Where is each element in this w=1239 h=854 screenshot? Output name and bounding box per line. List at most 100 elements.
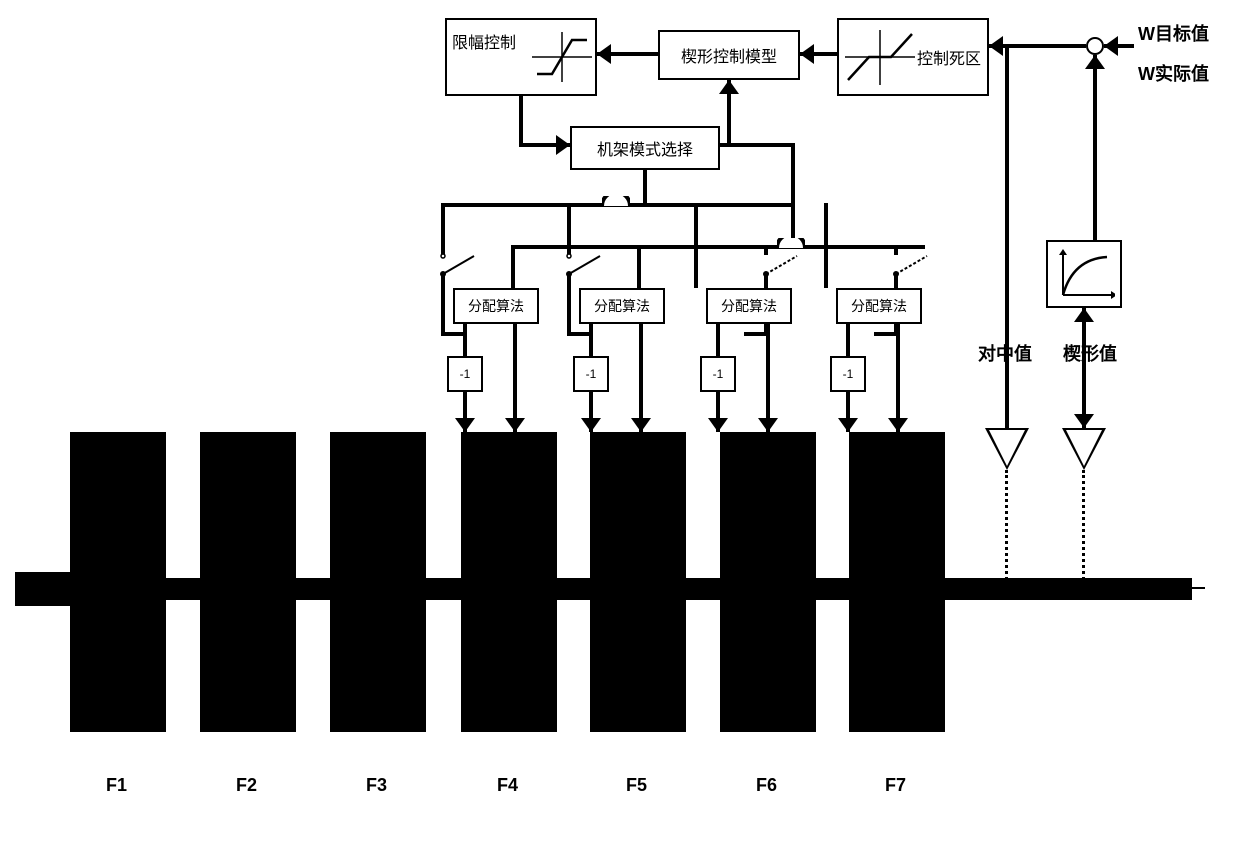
neg-one-box-2: -1: [700, 356, 736, 392]
strip-exit-line: [945, 587, 1205, 589]
mill-label-f6: F6: [756, 775, 777, 796]
mode-select-box: 机架模式选择: [570, 126, 720, 170]
mill-arrow-2l: [708, 418, 728, 432]
distribute-label-2: 分配算法: [721, 296, 777, 316]
dist-down-1r: [639, 324, 643, 432]
arrow-head-target: [1104, 36, 1118, 56]
mode-select-label: 机架模式选择: [597, 136, 693, 160]
mill-label-f1: F1: [106, 775, 127, 796]
sw-down-0: [441, 272, 445, 336]
drop-v-2b: [764, 245, 768, 255]
limit-saturation-icon: [532, 32, 592, 82]
mill-label-f5: F5: [626, 775, 647, 796]
dead-zone-label: 控制死区: [917, 45, 981, 69]
mill-label-f7: F7: [885, 775, 906, 796]
wedge-model-label: 楔形控制模型: [681, 43, 777, 67]
wedge-model-box: 楔形控制模型: [658, 30, 800, 80]
mill-arrow-1r: [631, 418, 651, 432]
ms-down-v: [643, 170, 647, 206]
distribute-box-0: 分配算法: [453, 288, 539, 324]
limit-control-box: 限幅控制: [445, 18, 597, 96]
dead-zone-box: 控制死区: [837, 18, 989, 96]
ms-arrow-up: [719, 80, 739, 94]
drop-v-0a: [441, 203, 445, 255]
dist-down-2l: [716, 324, 720, 356]
mill-label-f2: F2: [236, 775, 257, 796]
centering-label: 对中值: [978, 340, 1032, 366]
mill-f1: [70, 432, 166, 732]
drop-v-3b: [894, 245, 898, 255]
dist-down-0r: [513, 324, 517, 432]
drop-v-2a: [694, 203, 698, 288]
curve-up-arrow: [1074, 308, 1094, 322]
neg-one-box-0: -1: [447, 356, 483, 392]
mill-f3: [330, 432, 426, 732]
centering-sensor: [985, 428, 1029, 470]
ms-right-h: [720, 143, 795, 147]
mill-arrow-3l: [838, 418, 858, 432]
arrow-head-1: [597, 44, 611, 64]
sw-down-1: [567, 272, 571, 336]
curve-filter-box: [1046, 240, 1122, 308]
curve-down-arrow: [1074, 414, 1094, 428]
distribute-box-2: 分配算法: [706, 288, 792, 324]
neg-one-box-1: -1: [573, 356, 609, 392]
dead-zone-icon: [845, 30, 915, 85]
dist-down-3r: [896, 324, 900, 432]
mill-label-f4: F4: [497, 775, 518, 796]
dist-down-2r: [766, 324, 770, 432]
drop-v-3a: [824, 203, 828, 288]
drop-v-1a: [567, 203, 571, 255]
drop-v-1b: [637, 245, 641, 288]
wedge-sensor: [1062, 428, 1106, 470]
mill-arrow-2r: [758, 418, 778, 432]
distribute-box-1: 分配算法: [579, 288, 665, 324]
neg-one-box-3: -1: [830, 356, 866, 392]
feedback-vline: [1093, 55, 1097, 240]
sw-to-dist-2h: [744, 332, 766, 336]
neg-one-label-3: -1: [843, 367, 854, 381]
dotted-centering: [1005, 470, 1008, 585]
dist-down-0l: [463, 324, 467, 356]
limit-control-label: 限幅控制: [452, 29, 516, 53]
neg-one-label-0: -1: [460, 367, 471, 381]
arrow-head-3: [989, 36, 1003, 56]
target-input-label: W目标值: [1138, 20, 1209, 46]
mill-f2: [200, 432, 296, 732]
mill-arrow-0r: [505, 418, 525, 432]
curve-icon: [1053, 247, 1115, 301]
mill-f4: [461, 432, 557, 732]
bus-connect-v: [791, 144, 795, 249]
mill-f6: [720, 432, 816, 732]
wedge-value-label: 楔形值: [1063, 340, 1117, 366]
summing-junction: [1086, 37, 1104, 55]
dist-down-3l: [846, 324, 850, 356]
mill-f5: [590, 432, 686, 732]
mill-label-f3: F3: [366, 775, 387, 796]
distribute-label-3: 分配算法: [851, 296, 907, 316]
dist-down-1l: [589, 324, 593, 356]
crossover-1: [602, 196, 630, 218]
distribute-label-0: 分配算法: [468, 296, 524, 316]
neg-one-label-1: -1: [586, 367, 597, 381]
mill-arrow-1l: [581, 418, 601, 432]
feedback-arrowhead: [1085, 55, 1105, 69]
distribute-label-1: 分配算法: [594, 296, 650, 316]
arrow-head-2: [800, 44, 814, 64]
drop-v-0b: [511, 245, 515, 288]
arrow-line-3: [989, 44, 1086, 48]
actual-input-label: W实际值: [1138, 60, 1209, 86]
dotted-wedge: [1082, 470, 1085, 585]
lc-arrow-head: [556, 135, 570, 155]
sw-to-dist-3h: [874, 332, 896, 336]
curve-down: [1082, 308, 1086, 428]
mill-arrow-0l: [455, 418, 475, 432]
bus-lower-h: [511, 245, 925, 249]
center-feedback-v: [1005, 48, 1009, 428]
sw-to-dist-0h: [441, 332, 463, 336]
sw-to-dist-1h: [567, 332, 589, 336]
neg-one-label-2: -1: [713, 367, 724, 381]
mill-f7: [849, 432, 945, 732]
mill-arrow-3r: [888, 418, 908, 432]
distribute-box-3: 分配算法: [836, 288, 922, 324]
